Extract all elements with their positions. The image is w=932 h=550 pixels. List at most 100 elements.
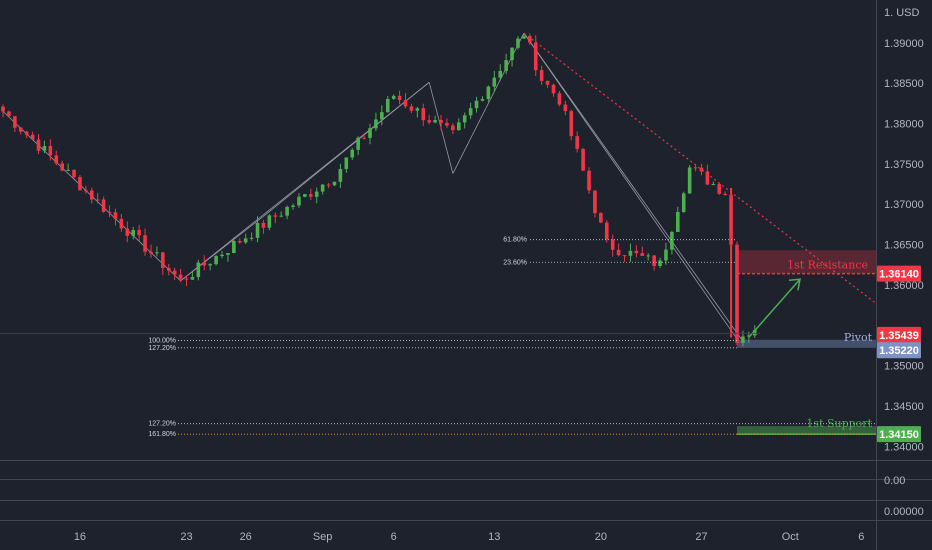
zigzag-segment: [263, 82, 430, 217]
price-axis[interactable]: 1. USD 1.39000 1.38500 1.38000 1.37500 1.370…: [884, 7, 924, 453]
last-price-badge: 1.35439: [879, 330, 919, 342]
zigzag-segment: [523, 32, 744, 342]
candle-body: [101, 199, 106, 212]
candle-body: [143, 235, 147, 252]
x-tick-label: 20: [595, 531, 607, 543]
projection-arrow: [748, 278, 801, 338]
candle-body: [356, 137, 360, 150]
candle-body: [291, 205, 295, 207]
candle-body: [60, 163, 64, 171]
projection-arrow-head: [788, 278, 801, 291]
candle-body: [498, 70, 503, 78]
fib-label: 161.80%: [148, 431, 176, 438]
candle-body: [119, 218, 124, 229]
candle-body: [196, 262, 201, 278]
candle-body: [427, 120, 431, 123]
candle-body: [107, 211, 112, 213]
candle-body: [415, 108, 420, 111]
candle-body: [285, 206, 289, 216]
level-zones: 1st Resistance Pivot 1st Support: [737, 250, 876, 435]
candle-body: [634, 250, 639, 254]
resistance-zone: [737, 250, 876, 274]
candle-body: [504, 60, 508, 71]
candle-body: [332, 181, 337, 186]
candle-body: [699, 167, 704, 172]
candle-body: [368, 128, 372, 138]
candle-body: [480, 99, 485, 101]
candle-body: [581, 148, 585, 171]
resistance-badge-bg: [877, 265, 921, 282]
candle-body: [166, 267, 171, 271]
last-price-badge-bg: [877, 326, 921, 343]
candle-body: [451, 125, 455, 131]
candle-body: [622, 255, 627, 257]
resistance-label: 1st Resistance: [787, 259, 868, 272]
candle-body: [95, 199, 100, 201]
y-tick-label: 1.39000: [884, 38, 924, 50]
fib-label: 127.20%: [148, 421, 176, 428]
candle-body: [569, 111, 574, 137]
currency-label: 1. USD: [884, 7, 920, 19]
y-tick-label: 1.38500: [884, 78, 924, 90]
candle-body: [344, 157, 349, 169]
sub-tick-1: 0.00: [884, 475, 905, 487]
x-tick-label: Sep: [313, 531, 333, 543]
fib-label: 100.00%: [148, 338, 176, 345]
candle-body: [314, 191, 319, 197]
candle-body: [735, 244, 739, 343]
candle-body: [670, 231, 674, 250]
time-axis[interactable]: 16 23 26 Sep 6 13 20 27 Oct 6: [74, 531, 865, 543]
candle-body: [752, 330, 757, 336]
candle-body: [533, 42, 538, 71]
candle-body: [362, 137, 366, 139]
candle-body: [628, 250, 633, 256]
y-tick-label: 1.36000: [884, 280, 924, 292]
candle-body: [391, 95, 396, 99]
candle-body: [545, 80, 550, 85]
candle-body: [220, 254, 224, 257]
candle-body: [510, 47, 514, 61]
price-badges: 1.36140 1.35439 1.35220 1.34150: [877, 265, 921, 443]
candle-body: [42, 146, 47, 151]
candle-body: [528, 36, 532, 43]
fib-label: 61.80%: [503, 237, 527, 244]
x-tick-label: 6: [858, 531, 864, 543]
candle-body: [445, 122, 449, 126]
candle-body: [741, 336, 745, 343]
candle-body: [226, 253, 230, 255]
resistance-badge: 1.36140: [879, 269, 919, 281]
candle-body: [243, 238, 248, 243]
candle-body: [397, 95, 402, 101]
candle-body: [214, 256, 218, 265]
candle-body: [705, 171, 710, 185]
candle-body: [604, 222, 609, 240]
candle-body: [125, 228, 130, 236]
y-tick-label: 1.34500: [884, 401, 924, 413]
candle-body: [190, 277, 195, 280]
candle-body: [433, 120, 437, 123]
candle-body: [747, 335, 751, 337]
candle-body: [72, 169, 76, 178]
candle-body: [338, 168, 343, 182]
candle-body: [113, 212, 118, 219]
candle-body: [640, 253, 645, 256]
sub-panel-axis: 0.00 0.00000: [884, 475, 924, 518]
zigzag-segment: [180, 215, 264, 282]
candle-body: [303, 194, 307, 197]
fib-label: 23.60%: [503, 259, 527, 266]
candle-body: [66, 169, 70, 171]
candle-body: [676, 211, 680, 232]
candle-body: [646, 255, 651, 257]
candle-body: [557, 93, 562, 105]
candle-body: [516, 38, 520, 48]
candle-body: [693, 167, 698, 169]
y-tick-label: 1.37000: [884, 199, 924, 211]
candle-body: [232, 241, 236, 254]
candle-body: [681, 193, 686, 212]
candle-body: [208, 264, 212, 266]
candle-body: [309, 194, 313, 197]
candle-body: [380, 112, 384, 120]
